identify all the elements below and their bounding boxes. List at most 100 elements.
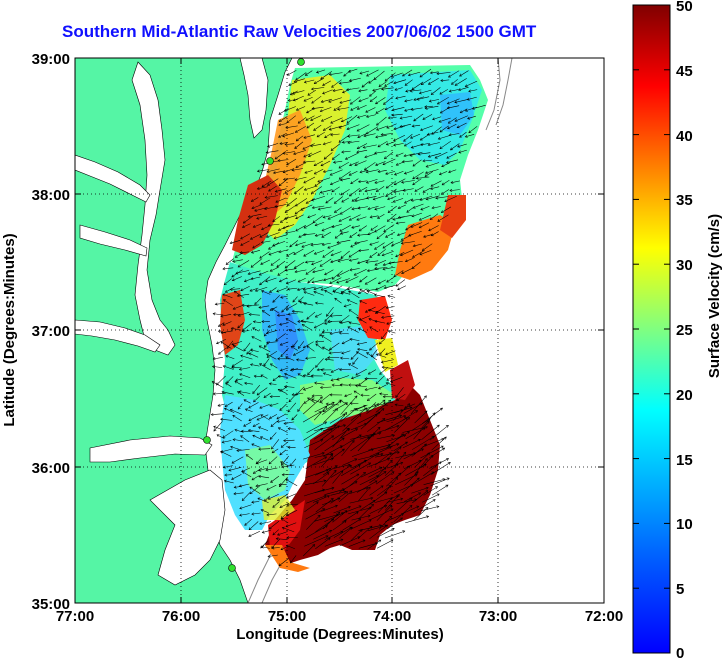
velocity-arrow: [293, 349, 305, 356]
velocity-arrow: [356, 351, 368, 359]
velocity-arrow: [376, 125, 388, 131]
velocity-arrowhead: [369, 255, 373, 258]
x-tick-label: 72:00: [585, 608, 623, 625]
velocity-arrowhead: [277, 498, 281, 501]
velocity-arrow: [305, 260, 315, 263]
velocity-arrowhead: [378, 431, 382, 435]
velocity-arrow: [311, 95, 322, 104]
velocity-arrowhead: [261, 184, 265, 188]
velocity-arrow: [320, 71, 332, 80]
velocity-arrow: [305, 508, 325, 520]
velocity-arrowhead: [374, 246, 378, 250]
velocity-arrow: [249, 486, 261, 494]
velocity-arrow: [394, 87, 403, 91]
velocity-arrowhead: [258, 475, 262, 479]
velocity-arrowhead: [249, 491, 253, 495]
velocity-arrow: [295, 241, 306, 246]
velocity-arrowhead: [311, 262, 315, 266]
velocity-arrow: [343, 69, 352, 77]
velocity-arrowhead: [393, 127, 397, 131]
velocity-arrowhead: [294, 178, 298, 181]
velocity-arrow: [386, 306, 395, 309]
velocity-arrowhead: [434, 155, 438, 159]
velocity-arrow: [332, 428, 349, 448]
velocity-arrow: [239, 373, 251, 378]
velocity-arrowhead: [445, 484, 449, 488]
velocity-arrowhead: [321, 335, 325, 339]
velocity-arrow: [280, 461, 290, 467]
velocity-arrow: [297, 373, 305, 378]
velocity-arrow: [374, 452, 392, 466]
velocity-arrow: [252, 423, 260, 427]
velocity-arrowhead: [329, 393, 333, 397]
velocity-arrow: [294, 207, 305, 215]
velocity-arrow: [331, 251, 342, 256]
velocity-arrow: [341, 291, 351, 295]
velocity-arrowhead: [225, 262, 229, 265]
velocity-arrowhead: [331, 435, 335, 439]
velocity-arrow: [322, 498, 341, 506]
velocity-arrowhead: [268, 188, 272, 192]
velocity-arrowhead: [248, 313, 252, 317]
velocity-arrowhead: [222, 465, 226, 469]
velocity-arrowhead: [340, 530, 344, 534]
velocity-arrow: [340, 384, 349, 386]
velocity-arrowhead: [282, 226, 286, 230]
velocity-arrow: [267, 178, 279, 186]
velocity-arrow: [268, 456, 278, 465]
velocity-arrow: [312, 106, 324, 109]
velocity-arrow: [345, 153, 359, 160]
velocity-arrowhead: [295, 138, 299, 142]
velocity-arrow: [307, 397, 316, 404]
velocity-arrowhead: [419, 198, 423, 201]
velocity-arrowhead: [265, 279, 269, 283]
velocity-arrow: [331, 79, 342, 88]
velocity-arrow: [285, 125, 298, 129]
station-marker: [297, 58, 305, 66]
velocity-arrowhead: [302, 345, 306, 349]
velocity-arrowhead: [425, 197, 429, 201]
velocity-arrow: [224, 480, 234, 484]
velocity-arrowhead: [321, 451, 325, 455]
velocity-arrow: [240, 435, 250, 443]
velocity-arrow: [255, 287, 268, 292]
velocity-arrowhead: [284, 268, 288, 272]
station-marker: [203, 436, 211, 444]
velocity-arrow: [403, 492, 421, 503]
velocity-arrowhead: [324, 321, 328, 325]
velocity-arrow: [329, 413, 346, 424]
velocity-arrowhead: [330, 148, 334, 151]
velocity-arrowhead: [402, 73, 406, 77]
velocity-arrow: [232, 359, 243, 367]
velocity-arrowhead: [368, 519, 372, 523]
velocity-arrowhead: [313, 290, 317, 294]
velocity-arrowhead: [327, 245, 331, 249]
velocity-arrow: [213, 421, 223, 432]
velocity-arrow: [228, 467, 242, 471]
velocity-arrow: [354, 198, 368, 202]
velocity-arrow: [237, 403, 243, 410]
velocity-arrowhead: [425, 164, 429, 168]
velocity-arrowhead: [375, 381, 379, 385]
velocity-arrowhead: [436, 424, 440, 428]
velocity-arrow: [324, 488, 345, 495]
velocity-arrow: [330, 258, 343, 263]
velocity-arrowhead: [274, 189, 278, 193]
velocity-arrowhead: [244, 522, 248, 526]
velocity-arrow: [322, 346, 331, 352]
gulf-stream-orange-edge: [265, 545, 310, 572]
velocity-arrow: [279, 142, 288, 145]
velocity-arrow: [250, 233, 261, 240]
velocity-arrowhead: [277, 427, 281, 430]
velocity-arrowhead: [346, 427, 350, 431]
velocity-arrowhead: [285, 479, 289, 482]
velocity-arrowhead: [415, 471, 419, 475]
velocity-arrowhead: [355, 511, 359, 515]
velocity-arrowhead: [426, 515, 430, 519]
velocity-arrow: [367, 525, 387, 532]
velocity-arrowhead: [320, 118, 324, 122]
velocity-arrowhead: [211, 381, 215, 384]
velocity-arrowhead: [240, 354, 244, 358]
velocity-arrowhead: [278, 279, 282, 283]
velocity-arrowhead: [396, 450, 400, 454]
